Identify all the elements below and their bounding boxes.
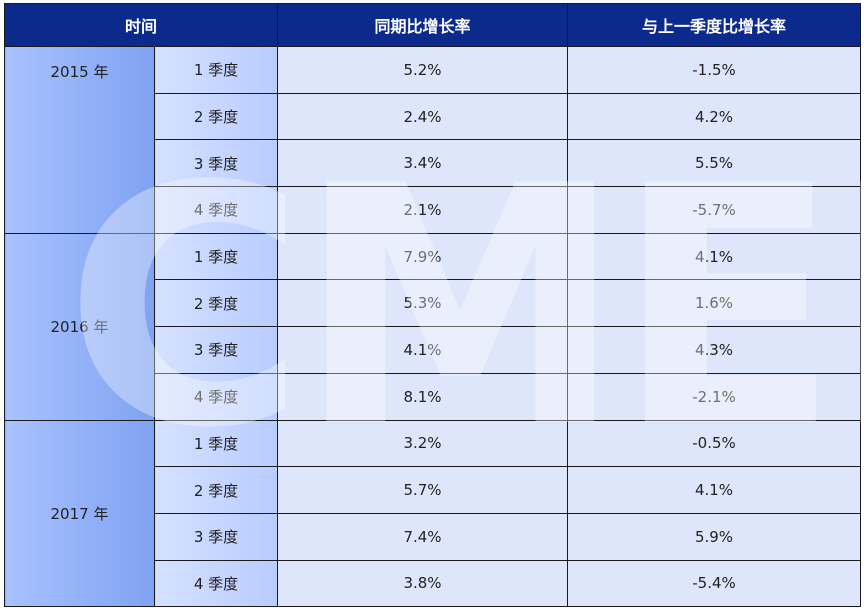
qoq-value: 4.3% — [567, 326, 862, 374]
growth-rate-table: 时间 同期比增长率 与上一季度比增长率 2015 年 1 季度 5.2% -1.… — [3, 3, 862, 608]
table-row: 3 季度 7.4% 5.9% — [5, 512, 862, 561]
yoy-value: 3.2% — [277, 419, 569, 468]
qoq-value: 4.1% — [567, 466, 862, 514]
table-row: 4 季度 3.8% -5.4% — [5, 559, 862, 608]
yoy-value: 3.8% — [277, 559, 569, 608]
yoy-value: 3.4% — [277, 139, 569, 188]
yoy-value: 8.1% — [277, 372, 569, 421]
quarter-cell: 2 季度 — [153, 92, 279, 141]
table-header-row: 时间 同期比增长率 与上一季度比增长率 — [3, 3, 862, 47]
year-cell: 2017 年 — [4, 419, 155, 608]
qoq-value: -1.5% — [567, 46, 862, 94]
quarter-cell: 4 季度 — [153, 186, 279, 234]
yoy-value: 5.2% — [277, 46, 569, 94]
quarter-cell: 1 季度 — [153, 232, 279, 281]
qoq-value: 5.9% — [567, 512, 862, 561]
qoq-value: 4.1% — [567, 232, 862, 281]
qoq-value: 5.5% — [567, 139, 862, 188]
qoq-value: 1.6% — [567, 279, 862, 328]
quarter-cell: 2 季度 — [153, 466, 279, 514]
table-row: 2 季度 5.3% 1.6% — [5, 279, 862, 328]
quarter-cell: 2 季度 — [153, 279, 279, 328]
quarter-cell: 3 季度 — [153, 512, 279, 561]
table-row: 2 季度 2.4% 4.2% — [5, 92, 862, 141]
qoq-value: -2.1% — [567, 372, 862, 421]
table-row: 3 季度 3.4% 5.5% — [5, 139, 862, 188]
header-yoy-growth: 同期比增长率 — [277, 3, 569, 47]
year-cell: 2016 年 — [4, 232, 155, 421]
header-qoq-growth: 与上一季度比增长率 — [567, 3, 862, 47]
quarter-cell: 1 季度 — [153, 419, 279, 468]
qoq-value: -5.4% — [567, 559, 862, 608]
qoq-value: -0.5% — [567, 419, 862, 468]
yoy-value: 5.3% — [277, 279, 569, 328]
yoy-value: 7.4% — [277, 512, 569, 561]
quarter-cell: 4 季度 — [153, 559, 279, 608]
yoy-value: 7.9% — [277, 232, 569, 281]
header-time: 时间 — [3, 3, 279, 47]
yoy-value: 4.1% — [277, 326, 569, 374]
yoy-value: 2.4% — [277, 92, 569, 141]
table-row: 2015 年 1 季度 5.2% -1.5% — [4, 46, 862, 234]
qoq-value: 4.2% — [567, 92, 862, 141]
table-row: 2 季度 5.7% 4.1% — [5, 466, 862, 514]
table-row: 2017 年 1 季度 3.2% -0.5% — [4, 419, 862, 608]
yoy-value: 2.1% — [277, 186, 569, 234]
year-cell: 2015 年 — [4, 46, 155, 234]
qoq-value: -5.7% — [567, 186, 862, 234]
quarter-cell: 3 季度 — [153, 139, 279, 188]
quarter-cell: 1 季度 — [153, 46, 279, 94]
table-row: 3 季度 4.1% 4.3% — [5, 326, 862, 374]
quarter-cell: 4 季度 — [153, 372, 279, 421]
table-row: 4 季度 2.1% -5.7% — [5, 186, 862, 234]
quarter-cell: 3 季度 — [153, 326, 279, 374]
yoy-value: 5.7% — [277, 466, 569, 514]
table-row: 2016 年 1 季度 7.9% 4.1% — [4, 232, 862, 421]
growth-table-container: 时间 同期比增长率 与上一季度比增长率 2015 年 1 季度 5.2% -1.… — [3, 3, 864, 608]
